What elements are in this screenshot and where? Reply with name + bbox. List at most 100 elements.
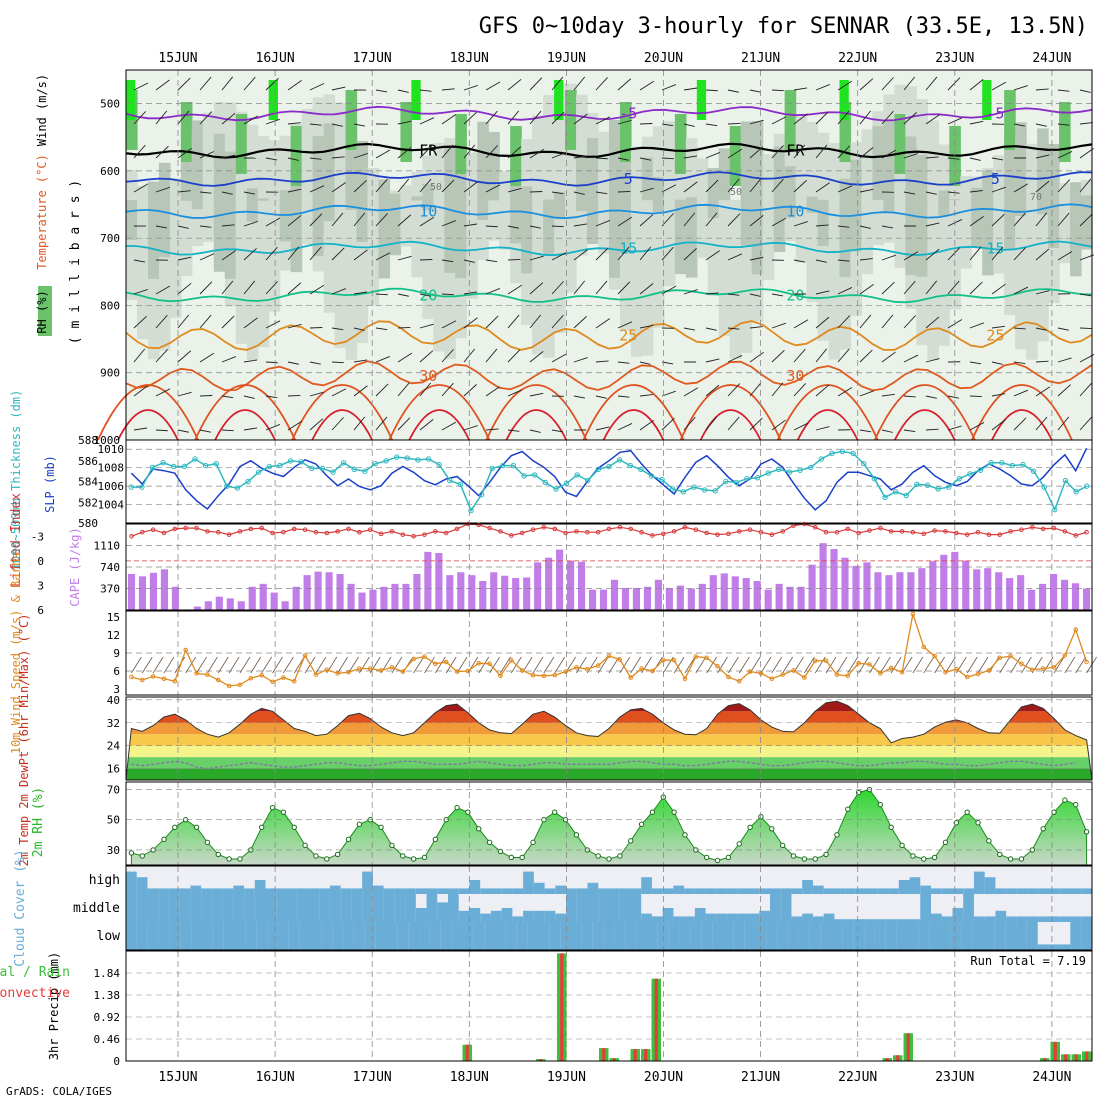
cloud-cell	[448, 888, 460, 894]
cloud-cell	[641, 913, 653, 922]
cape-bar	[325, 572, 333, 610]
cloud-cell-bg	[265, 866, 277, 894]
wind-barb	[969, 246, 982, 261]
wind-barb	[749, 89, 761, 93]
wind-barb	[1035, 327, 1047, 331]
cloud-cell-bg	[812, 894, 825, 922]
wind-speed-point	[997, 655, 1003, 661]
li-point	[704, 530, 709, 536]
rh-shade-dark	[817, 199, 830, 247]
cloud-cell	[866, 888, 878, 894]
thickness-point	[595, 466, 602, 473]
rh-shade-dark	[312, 135, 325, 256]
isotherm-loop	[291, 384, 394, 441]
thickness-point	[139, 484, 145, 490]
wind-speed-point	[964, 674, 970, 680]
rh2m-point	[541, 817, 547, 823]
cloud-cell	[630, 894, 642, 922]
cloud-cell	[1070, 922, 1082, 950]
rh2m-point	[606, 856, 612, 862]
cloud-cell	[834, 888, 846, 894]
cloud-cell	[201, 888, 213, 894]
wind-barb	[727, 253, 743, 261]
rh-shade-mid	[707, 179, 720, 296]
wind-speed-point	[606, 653, 612, 659]
thickness-point	[659, 476, 665, 483]
cape-bar	[292, 586, 300, 610]
cloud-cell-bg	[1027, 894, 1039, 922]
cloud-cell-bg	[1081, 894, 1093, 922]
cape-bar	[995, 572, 1003, 610]
wind-barb	[859, 258, 873, 261]
cloud-cell	[319, 888, 331, 894]
date-label-bottom: 17JUN	[353, 1070, 392, 1085]
wind-barb	[969, 157, 981, 161]
cloud-cell	[1038, 916, 1050, 922]
cloud-cell	[180, 922, 192, 950]
surface-barb	[814, 656, 826, 674]
rh-shade-green	[784, 90, 797, 150]
cape-bar	[841, 557, 849, 610]
isotherm-loop-inner	[991, 409, 1053, 441]
wind-barb	[177, 282, 192, 295]
rh2m-point	[530, 839, 536, 846]
top-date-labels: 15JUN 16JUN 17JUN 18JUN 19JUN 20JUN 21JUN 22JUN…	[158, 51, 1071, 66]
wind-barb	[1035, 154, 1050, 159]
isotherm-label: FR	[419, 142, 438, 160]
wind-barb	[507, 146, 522, 159]
thickness-point	[192, 456, 198, 462]
li-point	[519, 530, 525, 536]
li-tick: 3	[37, 579, 44, 592]
cloud-cell	[1049, 916, 1061, 922]
cape-bar	[599, 589, 608, 610]
thickness-point	[415, 457, 421, 463]
wind-barb	[529, 77, 543, 91]
cloud-cell	[310, 922, 322, 950]
wind-barb	[749, 326, 763, 329]
wind-speed-point	[704, 655, 709, 661]
cloud-cell	[592, 922, 604, 950]
thickness-point	[839, 448, 846, 455]
wind-barb	[419, 323, 434, 329]
cape-bar	[687, 588, 695, 610]
cloud-cell-bg	[705, 894, 717, 922]
rh-shade-dark	[378, 179, 391, 279]
pressure-tick: 800	[100, 299, 120, 312]
wind-barb	[749, 146, 764, 159]
cloud-cell	[712, 922, 724, 950]
wind-barb	[441, 259, 454, 263]
wind-speed-point	[736, 678, 742, 684]
thickness-point	[436, 461, 442, 468]
cloud-cell	[823, 888, 835, 894]
wind-barb	[1079, 178, 1092, 193]
cloud-cell	[973, 871, 986, 894]
rh2m-point	[812, 856, 818, 862]
rh2m-point	[410, 856, 417, 862]
cloud-cell	[533, 910, 545, 922]
wind-speed-point	[617, 657, 623, 662]
cloud-cell	[909, 877, 921, 894]
wind-barb	[243, 395, 255, 399]
li-point	[215, 529, 221, 535]
wind-barb	[903, 354, 919, 363]
wind-barb	[859, 349, 873, 363]
date-label-bottom: 15JUN	[158, 1070, 197, 1085]
cloud-cell	[791, 888, 803, 894]
wind-barb	[683, 212, 696, 227]
wind-barb	[287, 282, 302, 295]
wind-barb	[199, 253, 215, 261]
wind-barb	[595, 77, 608, 91]
cape-bar	[1060, 579, 1069, 610]
cloud-cell	[544, 910, 556, 922]
cloud-cell	[538, 922, 550, 950]
cloud-cell	[961, 922, 974, 950]
wind-barb	[991, 81, 1007, 91]
wind-barb	[749, 382, 762, 397]
cloud-cell	[386, 922, 398, 950]
wind-barb	[331, 388, 347, 397]
cloud-cell	[888, 919, 900, 922]
wind-speed-point	[161, 676, 167, 682]
surface-barb	[597, 656, 609, 674]
thickness-point	[914, 481, 920, 488]
li-point	[139, 529, 145, 535]
